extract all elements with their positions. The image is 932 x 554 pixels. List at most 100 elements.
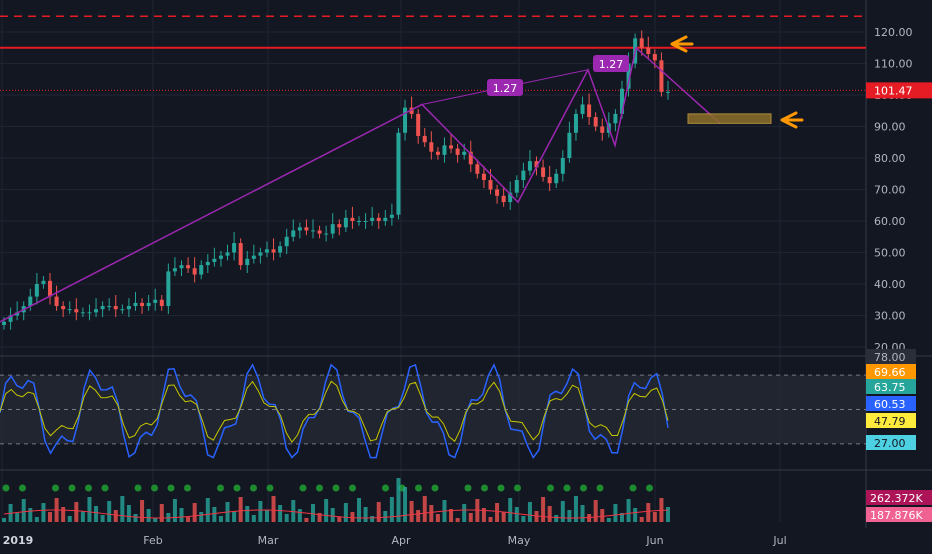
candle-body xyxy=(573,113,578,133)
volume-bar xyxy=(41,503,46,522)
candle-body xyxy=(291,230,296,237)
pattern-label: 1.27 xyxy=(599,58,624,71)
price-tick-label: 40.00 xyxy=(874,278,906,291)
volume-bar xyxy=(232,511,237,522)
volume-bar xyxy=(376,502,381,522)
candle-body xyxy=(455,148,460,155)
candle-body xyxy=(232,243,237,253)
volume-bar xyxy=(205,498,210,522)
candle-body xyxy=(205,261,210,266)
pattern-label-bg xyxy=(593,55,629,72)
price-tick-label: 80.00 xyxy=(874,152,906,165)
candle-body xyxy=(100,306,105,310)
volume-bar xyxy=(34,517,39,522)
candle-body xyxy=(389,214,394,218)
candle-body xyxy=(251,255,256,259)
candle-body xyxy=(442,145,447,155)
candle-body xyxy=(343,217,348,228)
time-axis-label: Feb xyxy=(143,534,162,547)
volume-bar xyxy=(396,478,401,522)
volume-axis-label: 187.876K xyxy=(870,509,923,522)
volume-bar xyxy=(238,497,243,522)
signal-dot xyxy=(19,484,26,492)
price-tick-label: 90.00 xyxy=(874,121,906,134)
candle-body xyxy=(383,217,388,221)
candle-body xyxy=(186,265,191,269)
volume-bar xyxy=(186,517,191,522)
volume-bar xyxy=(317,513,322,522)
rsi-axis-label: 27.00 xyxy=(874,437,906,450)
signal-dot xyxy=(349,484,356,492)
volume-bar xyxy=(251,515,256,522)
volume-bar xyxy=(310,504,315,522)
volume-bar xyxy=(15,513,20,522)
arrow-icon xyxy=(780,111,804,129)
time-axis-label: Mar xyxy=(258,534,279,547)
harmonic-pattern-line xyxy=(0,46,721,323)
rsi-axis-badge xyxy=(866,435,916,450)
candle-body xyxy=(429,142,434,152)
candle-body xyxy=(15,312,20,316)
candle-body xyxy=(514,180,519,193)
volume-ma-line xyxy=(3,509,669,519)
pattern-label-bg xyxy=(487,79,523,96)
candle-body xyxy=(48,280,53,297)
candle-body xyxy=(166,271,171,307)
candle-body xyxy=(310,230,315,232)
signal-dot xyxy=(464,484,472,492)
volume-bar xyxy=(639,517,644,522)
volume-bar xyxy=(514,507,519,522)
candle-body xyxy=(126,306,131,310)
candle-body xyxy=(225,252,230,256)
volume-bar xyxy=(521,516,526,522)
candle-body xyxy=(619,88,624,114)
candle-body xyxy=(113,306,118,310)
volume-bar xyxy=(107,501,112,522)
volume-bar xyxy=(179,508,184,522)
candle-body xyxy=(87,312,92,314)
volume-bar xyxy=(271,496,276,522)
candle-body xyxy=(350,217,355,221)
candle-body xyxy=(264,249,269,253)
volume-bar xyxy=(527,502,532,522)
volume-bar xyxy=(61,507,66,522)
rsi-axis-label: 63.75 xyxy=(874,381,906,394)
volume-bar xyxy=(297,509,302,522)
price-tick-label: 50.00 xyxy=(874,247,906,260)
candle-body xyxy=(2,321,6,325)
candle-body xyxy=(541,167,546,177)
rsi-axis-label: 47.79 xyxy=(874,415,906,428)
volume-bar xyxy=(573,496,578,522)
volume-bar xyxy=(383,511,388,522)
volume-bar xyxy=(245,506,250,522)
candle-body xyxy=(67,309,72,311)
volume-bar xyxy=(435,514,440,522)
signal-dot xyxy=(2,484,10,492)
rsi-axis-badge xyxy=(866,364,916,379)
candle-body xyxy=(212,258,217,262)
candle-body xyxy=(376,217,381,221)
price-tick-label: 60.00 xyxy=(874,215,906,228)
volume-bar xyxy=(580,505,585,522)
signal-dot xyxy=(266,484,274,492)
signal-dot xyxy=(547,484,554,492)
candle-body xyxy=(435,151,440,155)
candle-body xyxy=(34,284,39,297)
volume-bar xyxy=(48,512,53,522)
volume-bar xyxy=(74,502,79,522)
rsi-axis-badge xyxy=(866,379,916,394)
pattern-label: 1.27 xyxy=(493,82,518,95)
rsi-axis-badge xyxy=(866,396,916,411)
rsi-axis-badge xyxy=(866,349,916,364)
candle-body xyxy=(593,117,598,127)
candle-body xyxy=(600,126,605,133)
volume-bar xyxy=(409,501,414,522)
candle-body xyxy=(363,221,368,222)
signal-dot xyxy=(332,484,340,492)
rsi-axis-badge xyxy=(866,413,916,428)
volume-bar xyxy=(100,515,105,522)
candle-body xyxy=(271,249,276,253)
candle-body xyxy=(192,268,197,275)
volume-bar xyxy=(330,508,335,522)
